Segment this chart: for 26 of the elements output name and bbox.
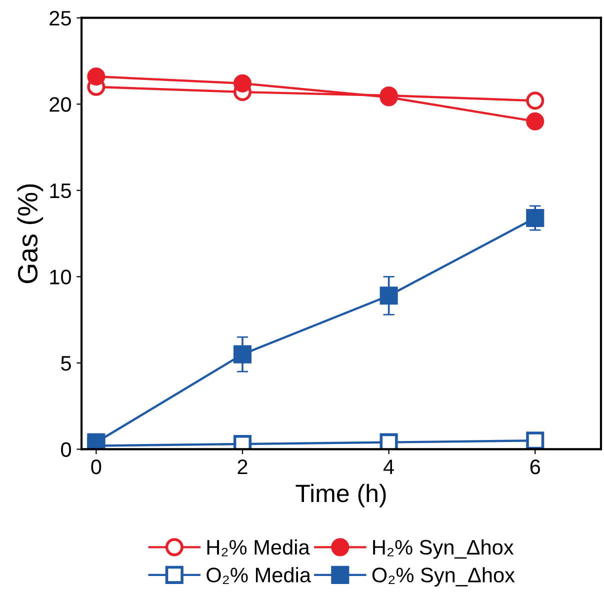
legend-label: H₂% Media [207,539,310,556]
y-tick-label: 25 [50,10,71,26]
y-tick-label: 10 [50,270,72,284]
y-tick-label: 20 [50,97,72,112]
point [233,345,252,364]
x-tick-label: 6 [530,459,540,474]
point [233,74,252,92]
y-tick-label: 5 [61,356,71,371]
point [87,433,106,450]
legend-label: O₂% Media [206,567,311,584]
x-axis-title: Time (h) [296,484,386,508]
legend-label: O₂% Syn_Δhox [372,567,515,587]
y-tick-label: 15 [50,184,71,198]
point [526,112,544,130]
x-tick-label: 2 [238,459,248,474]
point [380,286,398,305]
y-tick-label: 0 [61,442,72,457]
legend-label: H₂% Syn_Δhox [373,539,514,559]
point [526,208,544,228]
point [87,67,106,86]
point [526,92,544,110]
point [526,432,544,450]
x-tick-label: 0 [91,459,102,474]
y-axis-title: Gas (%) [17,184,44,284]
point [380,433,398,450]
x-tick-label: 4 [384,460,394,474]
